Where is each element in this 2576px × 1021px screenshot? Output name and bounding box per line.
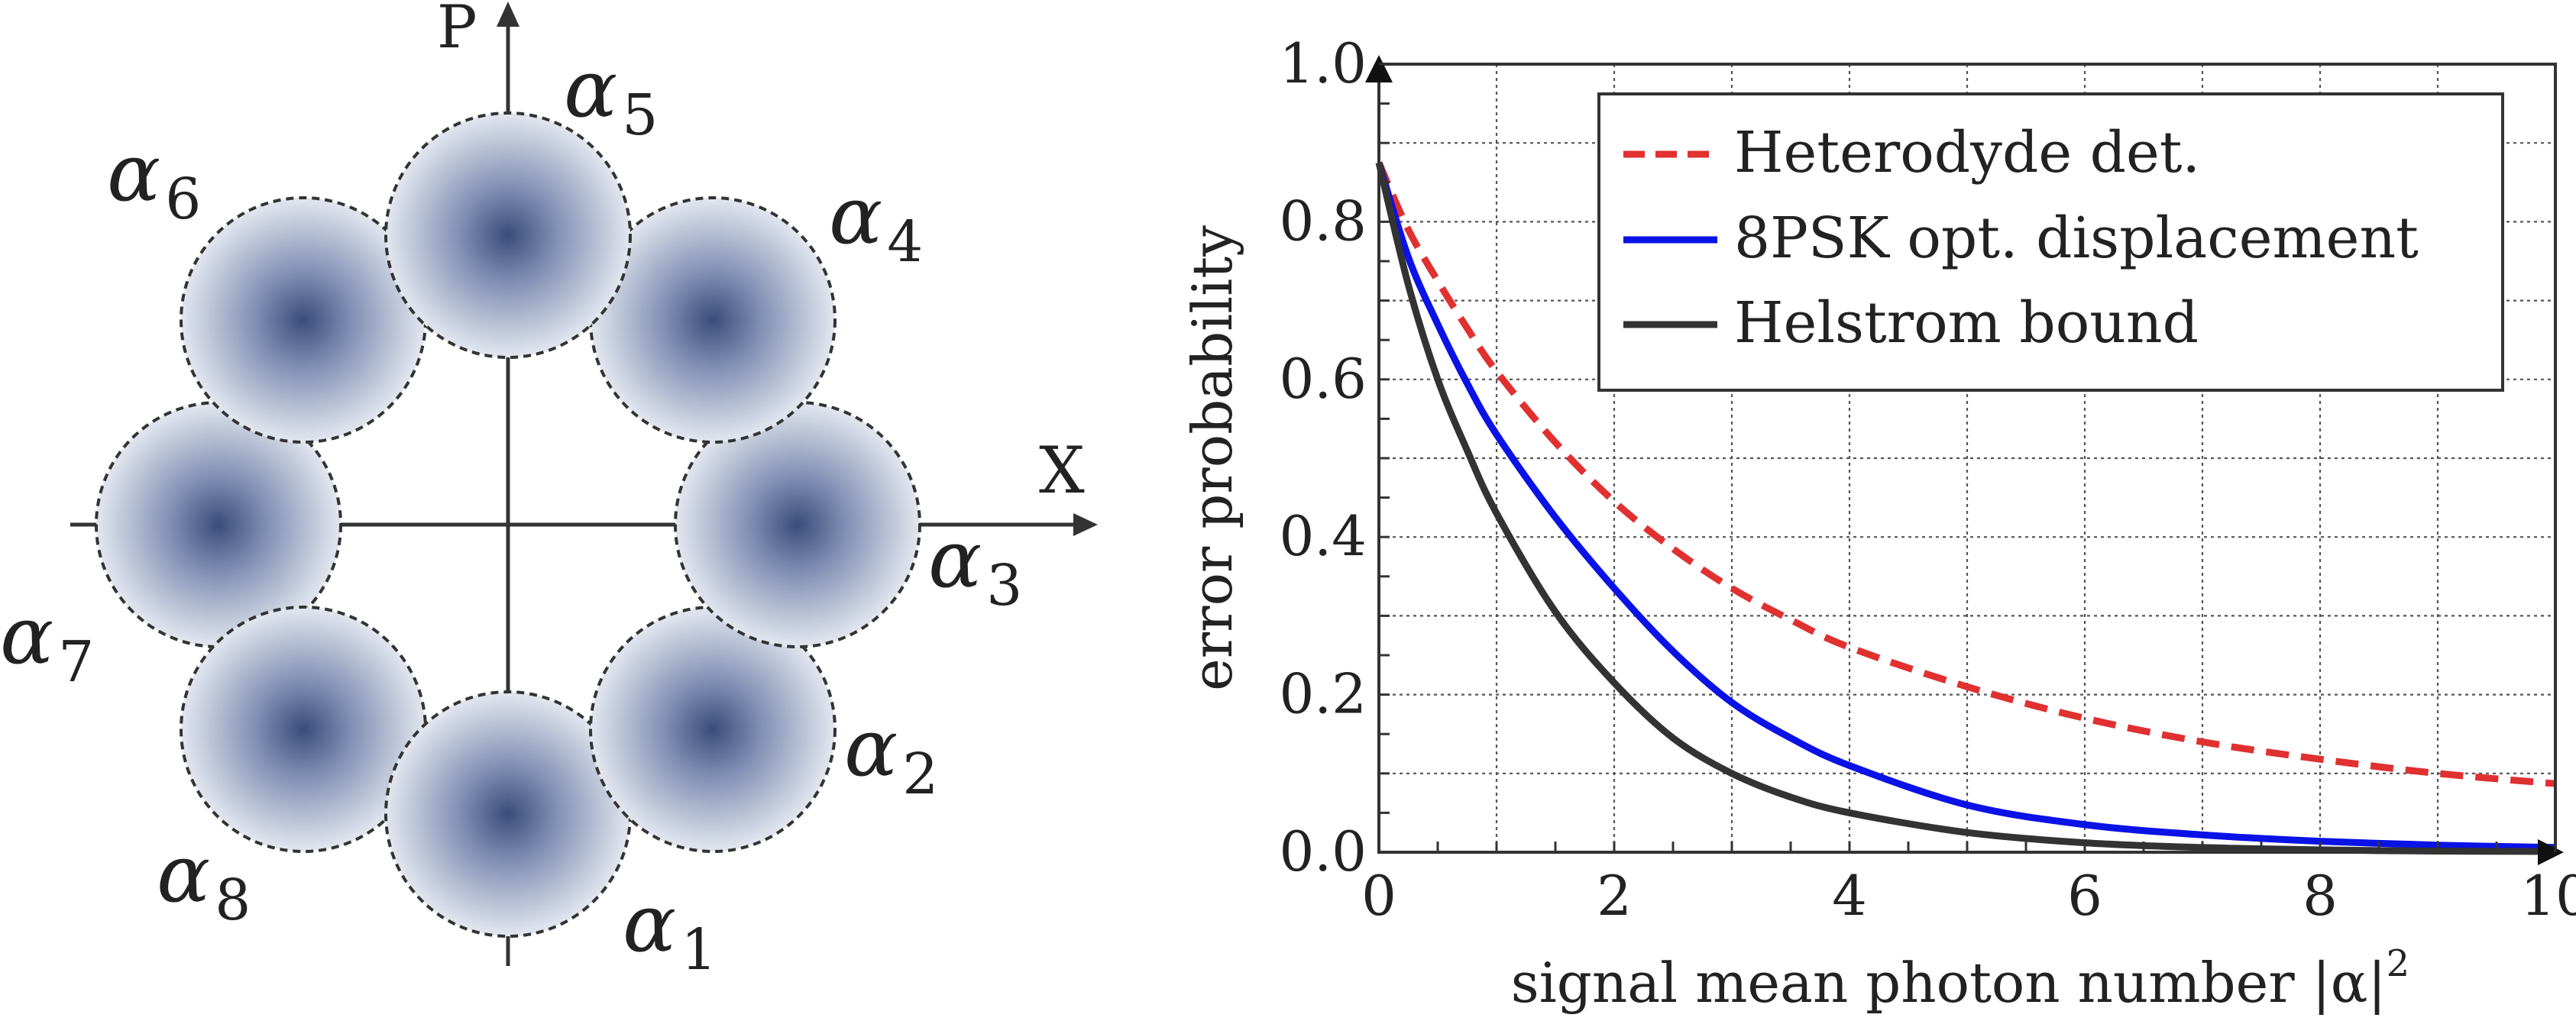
coherent-states <box>95 111 921 938</box>
chart-series <box>1375 161 2556 855</box>
state-label-alpha-4: α4 <box>829 169 923 275</box>
x-tick-label: 0 <box>1361 864 1396 928</box>
series-helstrom <box>1375 161 2556 855</box>
x-axis-title: signal mean photon number |α|2 <box>1511 942 2409 1015</box>
x-axis-arrow-chart <box>2538 839 2564 865</box>
y-tick-label: 0.8 <box>1279 189 1367 253</box>
legend-entry-helstrom: Helstrom bound <box>1623 290 2199 356</box>
state-label-alpha-3: α3 <box>928 512 1022 619</box>
state-label-alpha-8: α8 <box>157 827 251 933</box>
state-label-alpha-5: α5 <box>564 42 658 148</box>
y-tick-label: 0.6 <box>1279 347 1367 411</box>
legend-label-8psk: 8PSK opt. displacement <box>1734 205 2419 271</box>
error-probability-chart: 0 2 4 6 8 10 0.0 0.2 0.4 0.6 0.8 1.0 error probabil… <box>1180 31 2576 1015</box>
state-label-alpha-1: α1 <box>623 877 717 983</box>
legend-label-heterodyne: Heterodyde det. <box>1734 120 2200 186</box>
y-axis-arrow <box>1365 55 1393 82</box>
legend-entry-heterodyne: Heterodyde det. <box>1623 120 2200 186</box>
state-label-alpha-6: α6 <box>107 126 201 232</box>
y-tick-label: 0.4 <box>1279 504 1367 568</box>
series-heterodyne <box>1375 161 2556 787</box>
x-tick-label: 4 <box>1832 864 1867 928</box>
chart-legend: Heterodyde det. 8PSK opt. displacement H… <box>1597 92 2504 392</box>
y-tick-label: 1.0 <box>1279 31 1367 95</box>
y-tick-label: 0.2 <box>1279 662 1367 726</box>
y-tick-label: 0.0 <box>1279 819 1367 884</box>
x-tick-label: 6 <box>2067 864 2102 928</box>
legend-frame <box>1597 92 2504 392</box>
x-axis-label: X <box>1039 433 1085 508</box>
x-tick-label: 8 <box>2303 864 2338 928</box>
series-8psk <box>1375 161 2556 851</box>
chart-ticks: 0 2 4 6 8 10 0.0 0.2 0.4 0.6 0.8 1.0 <box>1279 31 2576 928</box>
x-axis-arrow <box>1073 513 1098 536</box>
x-tick-label: 10 <box>2520 864 2576 928</box>
constellation-diagram: X P α1 α2 α3 α4 α5 α6 α7 α8 <box>0 0 1098 983</box>
legend-entry-8psk: 8PSK opt. displacement <box>1623 205 2419 271</box>
legend-label-helstrom: Helstrom bound <box>1734 290 2199 356</box>
state-labels: α1 α2 α3 α4 α5 α6 α7 α8 <box>0 42 1022 983</box>
state-label-alpha-2: α2 <box>844 701 938 807</box>
state-label-alpha-7: α7 <box>0 589 94 695</box>
state-alpha-5 <box>384 111 632 359</box>
x-tick-label: 2 <box>1597 864 1632 928</box>
y-axis-title: error probability <box>1180 225 1244 691</box>
p-axis-arrow <box>497 2 519 27</box>
p-axis-label: P <box>437 0 477 62</box>
